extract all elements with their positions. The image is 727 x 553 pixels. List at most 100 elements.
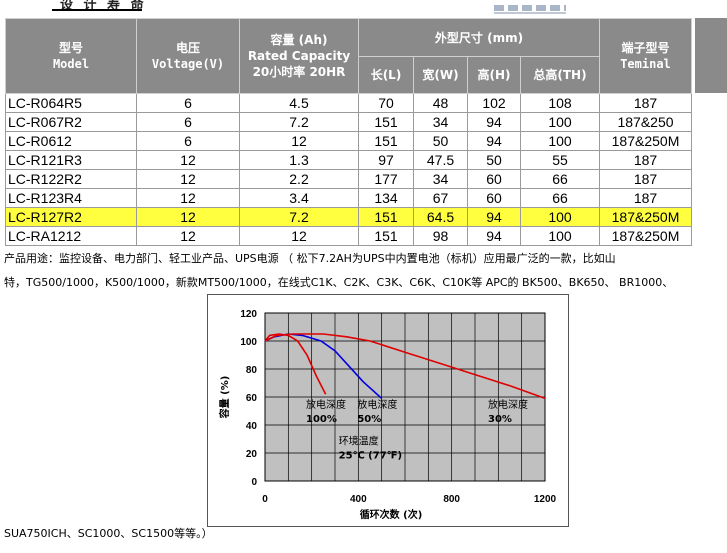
cell-h: 94 <box>467 226 521 246</box>
header-dimensions: 外型尺寸 (mm) <box>358 18 600 57</box>
header-length: 长(L) <box>358 56 414 94</box>
series-line-2 <box>264 333 546 400</box>
header-height: 高(H) <box>467 56 521 94</box>
cell-capacity: 3.4 <box>239 188 359 208</box>
cell-model: LC-R0612 <box>5 131 137 151</box>
cell-th: 100 <box>520 226 600 246</box>
cell-terminal: 187&250 <box>599 112 692 132</box>
cell-h: 60 <box>467 169 521 189</box>
cell-l: 70 <box>358 93 414 113</box>
cell-w: 47.5 <box>413 150 468 170</box>
usage-line-3: SUA750ICH、SC1000、SC1500等等。） <box>4 527 213 540</box>
header-width: 宽(W) <box>413 56 468 94</box>
cell-capacity: 7.2 <box>239 207 359 227</box>
y-tick-label: 40 <box>246 421 258 432</box>
cell-th: 100 <box>520 112 600 132</box>
cell-h: 50 <box>467 150 521 170</box>
cell-voltage: 12 <box>136 207 240 227</box>
cell-voltage: 6 <box>136 112 240 132</box>
decorative-line <box>494 12 566 14</box>
spec-table-body: LC-R064R5 6 4.5 70 48 102 108 187 LC-R067R2 6 7.2 1… <box>5 93 692 246</box>
y-tick-label: 80 <box>246 365 258 376</box>
cell-capacity: 7.2 <box>239 112 359 132</box>
cell-terminal: 187 <box>599 93 692 113</box>
usage-line-1: 产品用途：监控设备、电力部门、轻工业产品、UPS电源 （ 松下7.2AH为UPS… <box>4 252 616 265</box>
x-axis-label: 循环次数 (次) <box>360 508 423 521</box>
table-row: LC-R0612 6 12 151 50 94 100 187&250M <box>5 131 692 151</box>
cell-w: 50 <box>413 131 468 151</box>
cell-model: LC-R121R3 <box>5 150 137 170</box>
section-caption: 设 计 寿 命 <box>60 0 147 13</box>
chart-annotation: 放电深度 <box>488 398 528 411</box>
cell-th: 66 <box>520 188 600 208</box>
x-tick-label: 400 <box>350 494 367 505</box>
cell-l: 151 <box>358 112 414 132</box>
spec-table: 型号 Model 电压 Voltage(V) 容量 (Ah) Rated Capaci… <box>5 18 692 246</box>
cell-terminal: 187&250M <box>599 226 692 246</box>
decorative-stripes <box>494 5 566 11</box>
cell-w: 34 <box>413 112 468 132</box>
chart-annotation: 50% <box>357 414 381 425</box>
cell-w: 48 <box>413 93 468 113</box>
chart-annotation: 25℃ (77℉) <box>339 451 402 462</box>
cell-model: LC-R064R5 <box>5 93 137 113</box>
y-tick-label: 60 <box>246 393 258 404</box>
table-row: LC-R122R2 12 2.2 177 34 60 66 187 <box>5 169 692 189</box>
cell-voltage: 6 <box>136 131 240 151</box>
series-line-0 <box>264 333 327 395</box>
cell-terminal: 187&250M <box>599 131 692 151</box>
cell-terminal: 187&250M <box>599 207 692 227</box>
cell-w: 34 <box>413 169 468 189</box>
cell-model: LC-RA1212 <box>5 226 137 246</box>
cell-voltage: 12 <box>136 150 240 170</box>
cell-capacity: 12 <box>239 131 359 151</box>
chart-annotation: 放电深度 <box>306 398 346 411</box>
cell-capacity: 4.5 <box>239 93 359 113</box>
cell-terminal: 187 <box>599 169 692 189</box>
cell-h: 94 <box>467 207 521 227</box>
cell-w: 67 <box>413 188 468 208</box>
x-tick-label: 800 <box>443 494 460 505</box>
header-capacity: 容量 (Ah) Rated Capacity 20小时率 20HR <box>239 18 359 94</box>
cell-l: 151 <box>358 131 414 151</box>
y-tick-label: 120 <box>240 309 257 320</box>
cell-model: LC-R122R2 <box>5 169 137 189</box>
y-tick-label: 100 <box>240 337 257 348</box>
x-tick-label: 1200 <box>534 494 557 505</box>
cell-voltage: 6 <box>136 93 240 113</box>
cell-model: LC-R067R2 <box>5 112 137 132</box>
chart-annotation: 环境温度 <box>339 435 379 448</box>
cycle-life-chart: 0 20 40 60 80 100 120 0 400 800 1200 循环次数 (次) 容量 (%)… <box>207 294 569 527</box>
y-axis-label: 容量 (%) <box>218 376 231 420</box>
header-total-height: 总高(TH) <box>520 56 600 94</box>
cell-th: 100 <box>520 207 600 227</box>
table-row: LC-R067R2 6 7.2 151 34 94 100 187&250 <box>5 112 692 132</box>
cell-th: 108 <box>520 93 600 113</box>
cell-th: 66 <box>520 169 600 189</box>
header-terminal: 端子型号 Teminal <box>599 18 692 94</box>
x-tick-label: 0 <box>262 494 268 505</box>
cell-l: 151 <box>358 226 414 246</box>
cell-model: LC-R127R2 <box>5 207 137 227</box>
table-row: LC-RA1212 12 12 151 98 94 100 187&250M <box>5 226 692 246</box>
cell-h: 60 <box>467 188 521 208</box>
y-tick-label: 20 <box>246 449 258 460</box>
chart-annotation: 100% <box>306 414 337 425</box>
chart-annotation: 放电深度 <box>357 398 397 411</box>
cell-terminal: 187 <box>599 150 692 170</box>
top-banner: 设 计 寿 命 <box>0 0 727 18</box>
cell-capacity: 12 <box>239 226 359 246</box>
cell-voltage: 12 <box>136 226 240 246</box>
cell-voltage: 12 <box>136 169 240 189</box>
cell-terminal: 187 <box>599 188 692 208</box>
chart-annotation: 30% <box>488 414 512 425</box>
cell-capacity: 1.3 <box>239 150 359 170</box>
usage-line-2: 特，TG500/1000，K500/1000，新款MT500/1000，在线式C… <box>4 276 674 289</box>
table-header-overflow <box>695 18 727 93</box>
header-voltage: 电压 Voltage(V) <box>136 18 240 94</box>
caption-underline <box>52 9 142 11</box>
header-model: 型号 Model <box>5 18 137 94</box>
table-row: LC-R121R3 12 1.3 97 47.5 50 55 187 <box>5 150 692 170</box>
cell-h: 94 <box>467 131 521 151</box>
cell-l: 134 <box>358 188 414 208</box>
